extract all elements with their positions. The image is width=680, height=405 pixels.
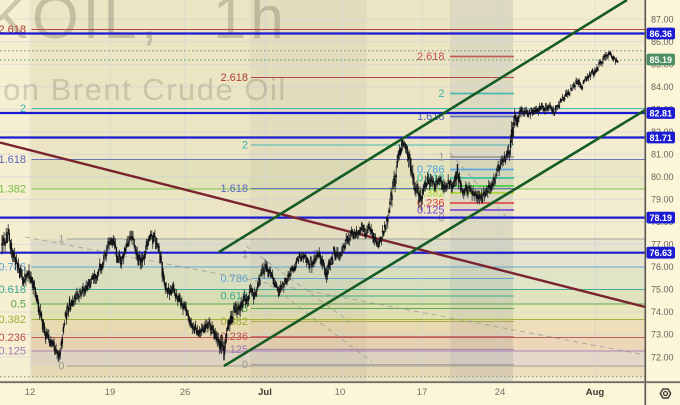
svg-text:12: 12 xyxy=(25,387,36,398)
svg-text:0.382: 0.382 xyxy=(220,316,248,328)
svg-text:0.125: 0.125 xyxy=(417,205,445,217)
svg-text:80.00: 80.00 xyxy=(651,172,674,182)
svg-text:0.236: 0.236 xyxy=(417,198,445,210)
svg-text:85.19: 85.19 xyxy=(650,55,673,65)
svg-text:73.00: 73.00 xyxy=(651,330,674,340)
svg-text:1: 1 xyxy=(438,152,444,164)
svg-text:77.00: 77.00 xyxy=(651,240,674,250)
svg-text:2.618: 2.618 xyxy=(220,72,248,84)
svg-text:0: 0 xyxy=(242,359,248,371)
svg-text:1.382: 1.382 xyxy=(0,184,26,196)
svg-text:2: 2 xyxy=(242,140,248,152)
svg-text:76.63: 76.63 xyxy=(650,248,673,258)
svg-text:19: 19 xyxy=(105,387,116,398)
svg-text:1: 1 xyxy=(58,234,64,246)
svg-text:86.00: 86.00 xyxy=(651,37,674,47)
svg-text:75.00: 75.00 xyxy=(651,285,674,295)
svg-text:0.125: 0.125 xyxy=(0,346,26,358)
svg-text:81.00: 81.00 xyxy=(651,150,674,160)
svg-text:72.00: 72.00 xyxy=(651,352,674,362)
svg-text:17: 17 xyxy=(417,387,428,398)
svg-text:0: 0 xyxy=(58,361,64,373)
svg-text:1.618: 1.618 xyxy=(220,183,248,195)
svg-text:0.786: 0.786 xyxy=(220,273,248,285)
svg-text:0.382: 0.382 xyxy=(0,314,26,326)
svg-text:79.00: 79.00 xyxy=(651,195,674,205)
svg-text:Aug: Aug xyxy=(586,387,605,398)
svg-text:81.71: 81.71 xyxy=(650,133,673,143)
svg-text:1: 1 xyxy=(242,248,248,260)
svg-text:2: 2 xyxy=(438,88,444,100)
svg-text:78.19: 78.19 xyxy=(650,213,673,223)
svg-text:on Brent Crude Oil: on Brent Crude Oil xyxy=(3,72,287,107)
svg-text:84.00: 84.00 xyxy=(651,82,674,92)
svg-text:0.786: 0.786 xyxy=(417,164,445,176)
svg-text:76.00: 76.00 xyxy=(651,262,674,272)
svg-text:0.236: 0.236 xyxy=(220,331,248,343)
svg-text:KOIL,: KOIL, xyxy=(0,0,161,51)
svg-text:1.618: 1.618 xyxy=(0,154,26,166)
svg-text:0.618: 0.618 xyxy=(0,284,26,296)
svg-text:Jul: Jul xyxy=(258,387,272,398)
svg-text:0.5: 0.5 xyxy=(11,299,26,311)
svg-text:74.00: 74.00 xyxy=(651,307,674,317)
svg-text:26: 26 xyxy=(180,387,191,398)
svg-text:1h: 1h xyxy=(213,0,288,51)
svg-text:10: 10 xyxy=(335,387,346,398)
svg-text:0.236: 0.236 xyxy=(0,332,26,344)
svg-text:87.00: 87.00 xyxy=(651,14,674,24)
svg-text:82.81: 82.81 xyxy=(650,108,673,118)
svg-text:24: 24 xyxy=(495,387,506,398)
svg-text:0.125: 0.125 xyxy=(220,344,248,356)
svg-text:2.618: 2.618 xyxy=(417,51,445,63)
svg-text:2: 2 xyxy=(20,103,26,115)
svg-text:86.36: 86.36 xyxy=(650,29,673,39)
